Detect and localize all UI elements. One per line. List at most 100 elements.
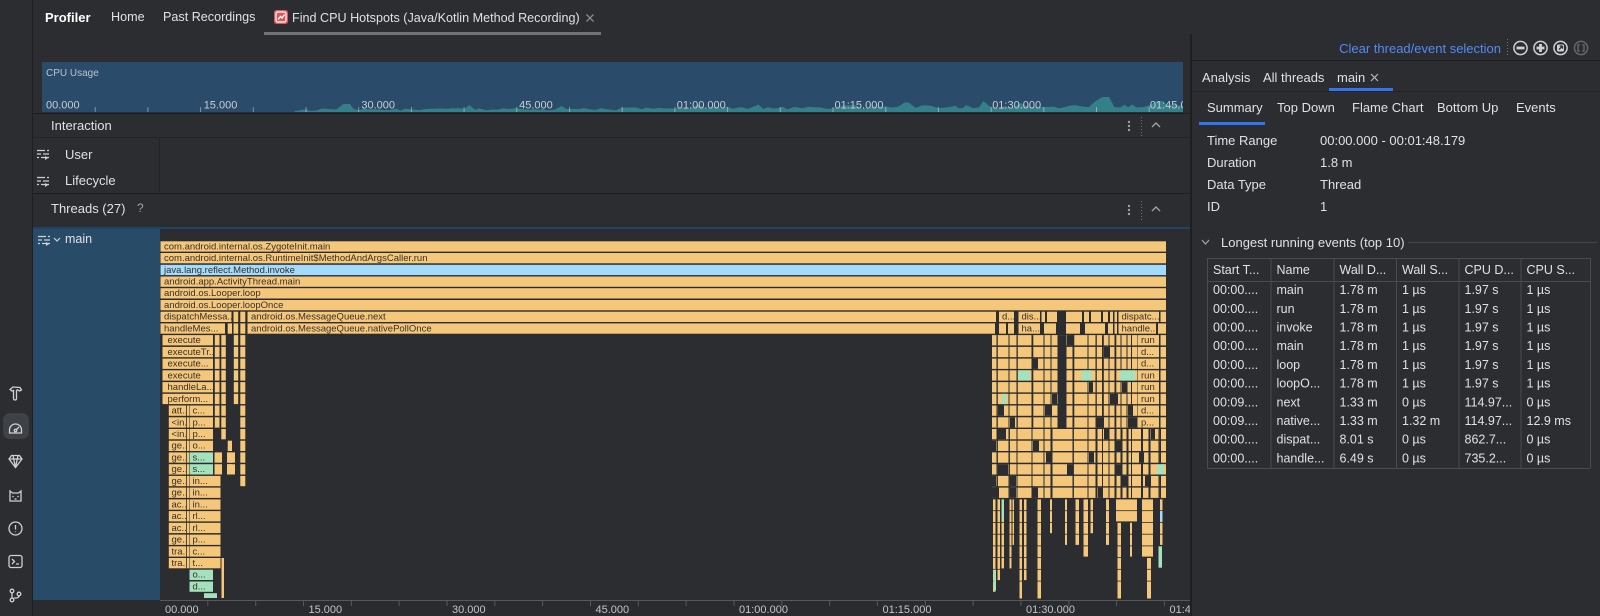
svg-text:com.android.internal.os.Zygote: com.android.internal.os.ZygoteInit.main bbox=[164, 241, 330, 252]
svg-text:o...: o... bbox=[193, 441, 206, 452]
svg-text:in...: in... bbox=[193, 476, 208, 487]
svg-text:00.000: 00.000 bbox=[46, 100, 80, 112]
svg-text:CPU Usage: CPU Usage bbox=[46, 68, 99, 79]
svg-text:android.os.Looper.loop: android.os.Looper.loop bbox=[164, 288, 261, 299]
svg-text:114.97...: 114.97... bbox=[1465, 414, 1513, 428]
svg-text:<in...: <in... bbox=[172, 429, 193, 440]
svg-text:ac...: ac... bbox=[172, 499, 190, 510]
svg-text:1 µs: 1 µs bbox=[1402, 283, 1426, 297]
svg-text:01:30.000: 01:30.000 bbox=[992, 100, 1041, 112]
svg-text:main: main bbox=[1277, 339, 1304, 353]
svg-text:Name: Name bbox=[1277, 263, 1310, 277]
svg-text:0 µs: 0 µs bbox=[1527, 395, 1551, 409]
svg-text:1.78 m: 1.78 m bbox=[1340, 358, 1378, 372]
svg-text:ha...: ha... bbox=[1022, 323, 1041, 334]
svg-text:01:30.000: 01:30.000 bbox=[1026, 604, 1075, 616]
svg-text:1.78 m: 1.78 m bbox=[1340, 321, 1378, 335]
svg-text:15.000: 15.000 bbox=[309, 604, 343, 616]
svg-text:1.97 s: 1.97 s bbox=[1465, 321, 1499, 335]
svg-text:loop: loop bbox=[1277, 358, 1301, 372]
svg-text:1 µs: 1 µs bbox=[1402, 302, 1426, 316]
svg-text:ge...: ge... bbox=[172, 535, 191, 546]
svg-text:1.78 m: 1.78 m bbox=[1340, 302, 1378, 316]
svg-text:p...: p... bbox=[1141, 417, 1154, 428]
svg-text:00.000: 00.000 bbox=[165, 604, 199, 616]
svg-text:dispatchMessa...: dispatchMessa... bbox=[164, 312, 235, 323]
svg-text:00:09....: 00:09.... bbox=[1213, 395, 1258, 409]
svg-text:ge...: ge... bbox=[172, 452, 191, 463]
svg-text:01:15.000: 01:15.000 bbox=[835, 100, 884, 112]
svg-text:dispatc...: dispatc... bbox=[1122, 312, 1160, 323]
svg-text:handleMes...: handleMes... bbox=[164, 323, 218, 334]
svg-text:handleLa...: handleLa... bbox=[168, 382, 215, 393]
svg-text:1 µs: 1 µs bbox=[1527, 283, 1551, 297]
svg-text:d...: d... bbox=[1141, 406, 1154, 417]
svg-text:1.78 m: 1.78 m bbox=[1340, 283, 1378, 297]
svg-text:1 µs: 1 µs bbox=[1527, 358, 1551, 372]
svg-text:45.000: 45.000 bbox=[596, 604, 630, 616]
svg-text:01:00.000: 01:00.000 bbox=[677, 100, 726, 112]
svg-text:android.app.ActivityThread.mai: android.app.ActivityThread.main bbox=[164, 277, 300, 288]
svg-text:main: main bbox=[1277, 283, 1304, 297]
svg-text:ge...: ge... bbox=[172, 476, 191, 487]
svg-text:p...: p... bbox=[193, 417, 206, 428]
svg-text:o...: o... bbox=[193, 570, 206, 581]
svg-text:d...: d... bbox=[1002, 312, 1015, 323]
svg-text:1.33 m: 1.33 m bbox=[1340, 414, 1378, 428]
svg-text:114.97...: 114.97... bbox=[1465, 395, 1513, 409]
svg-text:ac...: ac... bbox=[172, 523, 190, 534]
svg-text:00:00....: 00:00.... bbox=[1213, 358, 1258, 372]
svg-text:android.os.Looper.loopOnce: android.os.Looper.loopOnce bbox=[164, 300, 283, 311]
svg-text:c...: c... bbox=[193, 406, 206, 417]
svg-text:ge...: ge... bbox=[172, 441, 191, 452]
svg-text:ge...: ge... bbox=[172, 464, 191, 475]
svg-text:d...: d... bbox=[193, 582, 206, 593]
svg-text:d...: d... bbox=[1141, 347, 1154, 358]
svg-text:s...: s... bbox=[193, 464, 206, 475]
svg-text:0 µs: 0 µs bbox=[1402, 451, 1426, 465]
svg-text:execute: execute bbox=[168, 335, 201, 346]
svg-text:1.97 s: 1.97 s bbox=[1465, 339, 1499, 353]
svg-text:00:00....: 00:00.... bbox=[1213, 433, 1258, 447]
svg-text:01:00.000: 01:00.000 bbox=[739, 604, 788, 616]
svg-text:tra...: tra... bbox=[172, 558, 191, 569]
svg-text:0 µs: 0 µs bbox=[1402, 433, 1426, 447]
svg-text:c...: c... bbox=[193, 546, 206, 557]
svg-text:1.78 m: 1.78 m bbox=[1340, 339, 1378, 353]
svg-text:1 µs: 1 µs bbox=[1527, 302, 1551, 316]
svg-text:com.android.internal.os.Runtim: com.android.internal.os.RuntimeInit$Meth… bbox=[164, 253, 428, 264]
svg-text:1.33 m: 1.33 m bbox=[1340, 395, 1378, 409]
svg-text:00:00....: 00:00.... bbox=[1213, 302, 1258, 316]
svg-text:1 µs: 1 µs bbox=[1527, 377, 1551, 391]
svg-text:executeTr...: executeTr... bbox=[168, 347, 217, 358]
svg-text:att...: att... bbox=[172, 406, 190, 417]
svg-text:00:00....: 00:00.... bbox=[1213, 339, 1258, 353]
svg-text:run: run bbox=[1141, 335, 1155, 346]
svg-text:00:00....: 00:00.... bbox=[1213, 377, 1258, 391]
svg-text:1 µs: 1 µs bbox=[1527, 321, 1551, 335]
svg-text:tra...: tra... bbox=[172, 546, 191, 557]
svg-text:1.97 s: 1.97 s bbox=[1465, 377, 1499, 391]
svg-text:862.7...: 862.7... bbox=[1465, 433, 1507, 447]
svg-text:1.32 m: 1.32 m bbox=[1402, 414, 1440, 428]
svg-text:6.49 s: 6.49 s bbox=[1340, 451, 1374, 465]
svg-text:0 µs: 0 µs bbox=[1527, 451, 1551, 465]
svg-text:1 µs: 1 µs bbox=[1402, 339, 1426, 353]
svg-text:next: next bbox=[1277, 395, 1301, 409]
svg-text:run: run bbox=[1277, 302, 1295, 316]
svg-text:0 µs: 0 µs bbox=[1402, 395, 1426, 409]
svg-text:java.lang.reflect.Method.invok: java.lang.reflect.Method.invoke bbox=[163, 265, 295, 276]
svg-text:handle...: handle... bbox=[1277, 451, 1325, 465]
svg-text:t...: t... bbox=[193, 558, 204, 569]
svg-text:00:00....: 00:00.... bbox=[1213, 451, 1258, 465]
svg-text:Start T...: Start T... bbox=[1213, 263, 1259, 277]
svg-text:in...: in... bbox=[193, 488, 208, 499]
svg-text:p...: p... bbox=[193, 429, 206, 440]
svg-text:01:45.0: 01:45.0 bbox=[1150, 100, 1183, 112]
svg-text:01:15.000: 01:15.000 bbox=[883, 604, 932, 616]
svg-text:ge...: ge... bbox=[172, 488, 191, 499]
svg-text:dis...: dis... bbox=[1022, 312, 1042, 323]
svg-text:native...: native... bbox=[1277, 414, 1321, 428]
svg-text:android.os.MessageQueue.native: android.os.MessageQueue.nativePollOnce bbox=[251, 323, 432, 334]
svg-text:Wall S...: Wall S... bbox=[1402, 263, 1448, 277]
